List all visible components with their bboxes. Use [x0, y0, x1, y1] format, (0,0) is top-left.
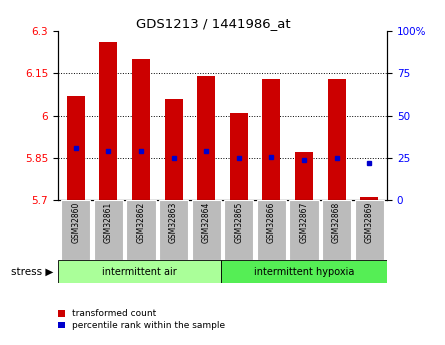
Bar: [328, 79, 346, 200]
Bar: [221, 260, 387, 283]
Text: GSM32868: GSM32868: [332, 202, 341, 243]
Text: GSM32867: GSM32867: [299, 202, 308, 243]
Bar: [61, 200, 90, 260]
Text: GSM32869: GSM32869: [365, 202, 374, 243]
Bar: [191, 200, 221, 260]
Text: GSM32865: GSM32865: [235, 202, 243, 243]
Bar: [295, 152, 313, 200]
Bar: [289, 200, 319, 260]
Text: GSM32862: GSM32862: [137, 202, 146, 243]
Bar: [94, 200, 123, 260]
Bar: [132, 59, 150, 200]
Bar: [197, 76, 215, 200]
Bar: [263, 79, 280, 200]
Bar: [257, 200, 286, 260]
Text: GSM32860: GSM32860: [71, 202, 80, 243]
Text: GDS1213 / 1441986_at: GDS1213 / 1441986_at: [136, 17, 291, 30]
Text: GSM32861: GSM32861: [104, 202, 113, 243]
Text: intermittent air: intermittent air: [102, 267, 177, 277]
Text: GSM32864: GSM32864: [202, 202, 210, 243]
Legend: transformed count, percentile rank within the sample: transformed count, percentile rank withi…: [58, 309, 226, 330]
Bar: [58, 260, 221, 283]
Bar: [322, 200, 351, 260]
Text: GSM32866: GSM32866: [267, 202, 276, 243]
Text: stress ▶: stress ▶: [11, 267, 53, 277]
Bar: [224, 200, 254, 260]
Bar: [355, 200, 384, 260]
Text: GSM32863: GSM32863: [169, 202, 178, 243]
Bar: [230, 113, 248, 200]
Bar: [67, 96, 85, 200]
Bar: [99, 42, 117, 200]
Bar: [159, 200, 188, 260]
Bar: [126, 200, 156, 260]
Text: intermittent hypoxia: intermittent hypoxia: [254, 267, 354, 277]
Bar: [165, 99, 182, 200]
Bar: [360, 197, 378, 200]
